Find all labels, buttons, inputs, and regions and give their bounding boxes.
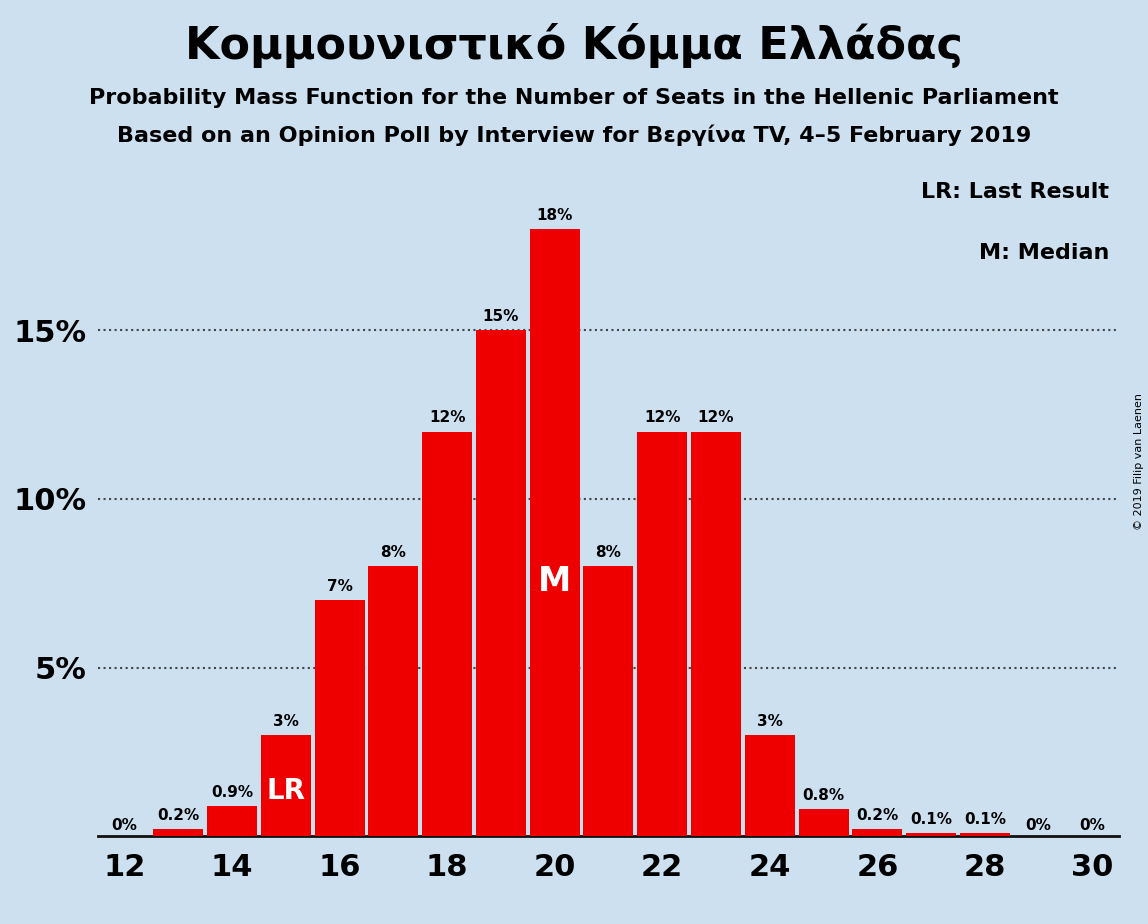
- Text: © 2019 Filip van Laenen: © 2019 Filip van Laenen: [1134, 394, 1143, 530]
- Text: Κομμουνιστικό Κόμμα Ελλάδας: Κομμουνιστικό Κόμμα Ελλάδας: [185, 23, 963, 68]
- Text: M: Median: M: Median: [979, 243, 1109, 262]
- Bar: [529, 229, 580, 836]
- Text: 0.8%: 0.8%: [802, 788, 845, 803]
- Bar: [745, 736, 794, 836]
- Text: 3%: 3%: [273, 714, 298, 729]
- Text: 3%: 3%: [757, 714, 783, 729]
- Text: 0.1%: 0.1%: [964, 812, 1006, 827]
- Bar: [153, 830, 203, 836]
- Text: 0%: 0%: [111, 818, 138, 833]
- Text: 8%: 8%: [380, 545, 406, 560]
- Bar: [583, 566, 634, 836]
- Text: M: M: [538, 565, 572, 598]
- Bar: [906, 833, 956, 836]
- Text: 12%: 12%: [698, 410, 735, 425]
- Bar: [637, 432, 688, 836]
- Text: 0.9%: 0.9%: [211, 784, 253, 800]
- Text: 12%: 12%: [644, 410, 681, 425]
- Text: 18%: 18%: [536, 208, 573, 223]
- Text: 8%: 8%: [596, 545, 621, 560]
- Bar: [422, 432, 472, 836]
- Text: 12%: 12%: [429, 410, 465, 425]
- Text: Based on an Opinion Poll by Interview for Βεργίνα TV, 4–5 February 2019: Based on an Opinion Poll by Interview fo…: [117, 125, 1031, 146]
- Bar: [476, 331, 526, 836]
- Text: 0.2%: 0.2%: [157, 808, 200, 823]
- Bar: [207, 806, 257, 836]
- Bar: [369, 566, 418, 836]
- Text: 0%: 0%: [1079, 818, 1106, 833]
- Text: 0.2%: 0.2%: [856, 808, 899, 823]
- Text: 0.1%: 0.1%: [910, 812, 952, 827]
- Text: 15%: 15%: [482, 310, 519, 324]
- Bar: [261, 736, 311, 836]
- Text: Probability Mass Function for the Number of Seats in the Hellenic Parliament: Probability Mass Function for the Number…: [90, 88, 1058, 108]
- Bar: [691, 432, 740, 836]
- Bar: [799, 809, 848, 836]
- Bar: [852, 830, 902, 836]
- Text: LR: Last Result: LR: Last Result: [921, 182, 1109, 202]
- Text: 7%: 7%: [327, 579, 352, 594]
- Bar: [960, 833, 1010, 836]
- Bar: [315, 601, 365, 836]
- Text: LR: LR: [266, 777, 305, 805]
- Text: 0%: 0%: [1025, 818, 1052, 833]
